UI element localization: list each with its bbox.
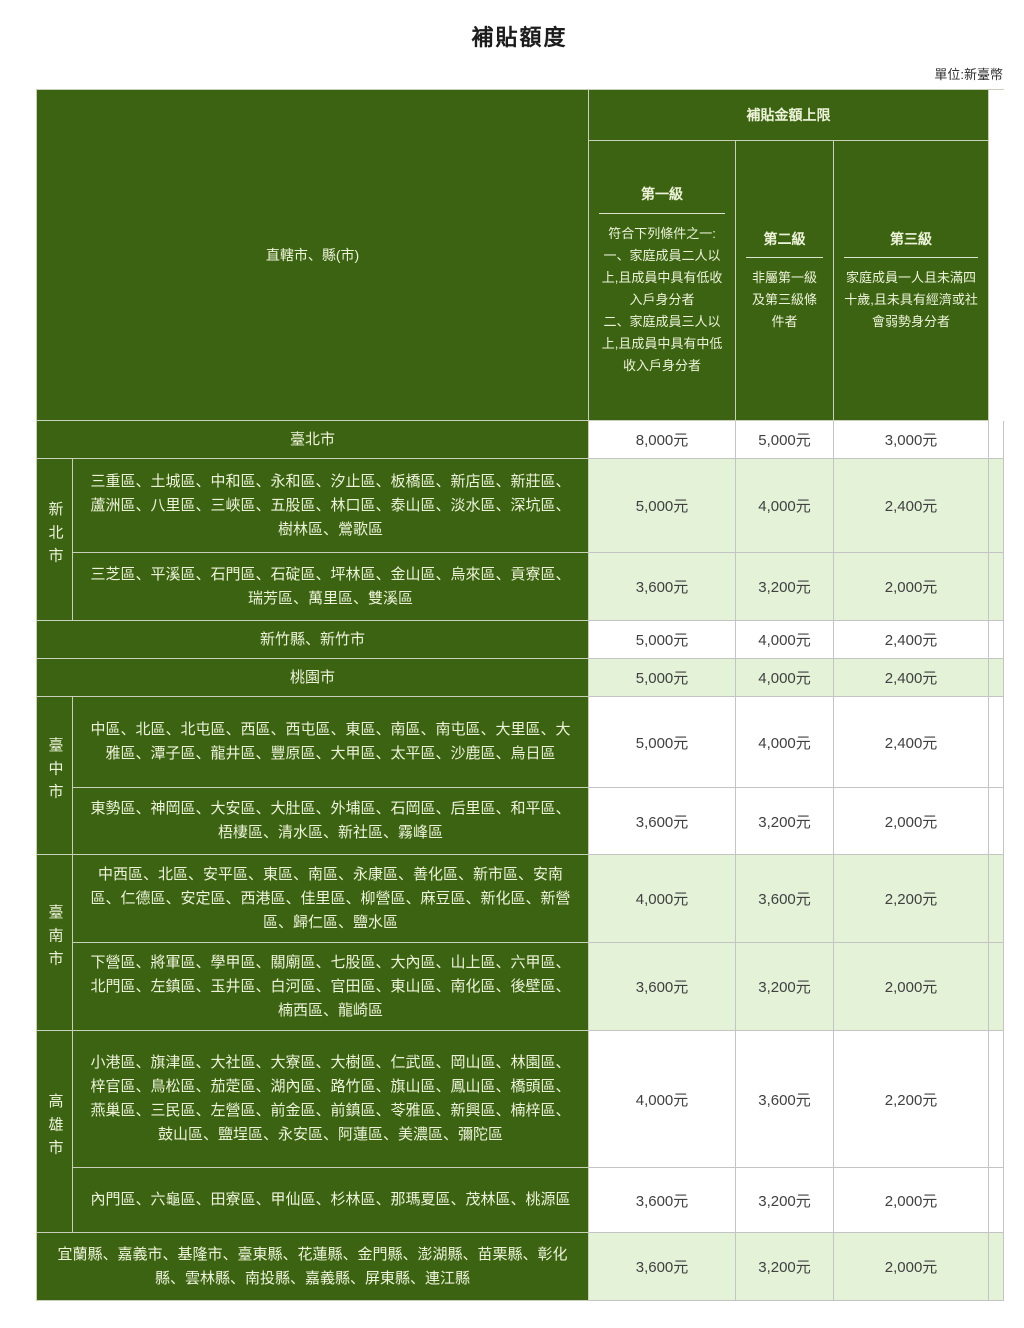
row-districts: 內門區、六龜區、田寮區、甲仙區、杉林區、那瑪夏區、茂林區、桃源區	[73, 1168, 590, 1233]
spacer-cell	[989, 553, 1005, 621]
row-value-level3: 3,000元	[834, 421, 990, 459]
table-row-taoyuan: 桃園市 5,000元 4,000元 2,400元	[37, 659, 1005, 697]
level-3-description: 家庭成員一人且未滿四十歲,且未具有經濟或社會弱勢身分者	[844, 270, 978, 330]
row-value-level2: 3,200元	[736, 788, 835, 855]
row-region: 桃園市	[37, 659, 590, 697]
row-value-level2: 4,000元	[736, 459, 835, 553]
amount-cap-header-cell: 補貼金額上限	[589, 90, 990, 141]
row-value-level2: 5,000元	[736, 421, 835, 459]
spacer-cell	[989, 1168, 1005, 1233]
level-2-header-cell: 第二級 非屬第一級及第三級條件者	[736, 141, 835, 421]
row-value-level2: 3,600元	[736, 1031, 835, 1168]
table-row-tainan-2: 下營區、將軍區、學甲區、關廟區、七股區、大內區、山上區、六甲區、北門區、左鎮區、…	[37, 943, 1005, 1031]
row-value-level1: 3,600元	[589, 943, 737, 1031]
city-vertical-label: 臺南市	[37, 855, 73, 1031]
level-1-title: 第一級	[599, 183, 726, 214]
row-value-level1: 4,000元	[589, 1031, 737, 1168]
row-value-level2: 3,200元	[736, 1233, 835, 1301]
level-3-header-cell: 第三級 家庭成員一人且未滿四十歲,且未具有經濟或社會弱勢身分者	[834, 141, 990, 421]
row-value-level1: 3,600元	[589, 553, 737, 621]
table-row-other-counties: 宜蘭縣、嘉義市、基隆市、臺東縣、花蓮縣、金門縣、澎湖縣、苗栗縣、彰化縣、雲林縣、…	[37, 1233, 1005, 1301]
level-1-header-cell: 第一級 符合下列條件之一: 一、家庭成員二人以上,且成員中具有低收入戶身分者 二…	[589, 141, 737, 421]
table-row-hsinchu: 新竹縣、新竹市 5,000元 4,000元 2,400元	[37, 621, 1005, 659]
row-districts: 中西區、北區、安平區、東區、南區、永康區、善化區、新市區、安南區、仁德區、安定區…	[73, 855, 590, 943]
page-title: 補貼額度	[471, 25, 568, 50]
row-value-level1: 5,000元	[589, 697, 737, 788]
row-region: 臺北市	[37, 421, 590, 459]
row-region: 新竹縣、新竹市	[37, 621, 590, 659]
city-vertical-label: 新北市	[37, 459, 73, 621]
level-1-description: 符合下列條件之一: 一、家庭成員二人以上,且成員中具有低收入戶身分者 二、家庭成…	[601, 225, 723, 374]
row-value-level1: 8,000元	[589, 421, 737, 459]
row-value-level1: 4,000元	[589, 855, 737, 943]
table-row-newtaipei-2: 三芝區、平溪區、石門區、石碇區、坪林區、金山區、烏來區、貢寮區、瑞芳區、萬里區、…	[37, 553, 1005, 621]
row-value-level3: 2,000元	[834, 553, 990, 621]
spacer-cell	[989, 659, 1005, 697]
row-districts: 中區、北區、北屯區、西區、西屯區、東區、南區、南屯區、大里區、大雅區、潭子區、龍…	[73, 697, 590, 788]
row-value-level1: 5,000元	[589, 659, 737, 697]
row-value-level2: 3,200元	[736, 1168, 835, 1233]
table-row-taichung-2: 東勢區、神岡區、大安區、大肚區、外埔區、石岡區、后里區、和平區、梧棲區、清水區、…	[37, 788, 1005, 855]
row-value-level1: 5,000元	[589, 621, 737, 659]
city-vertical-label-text: 新北市	[46, 500, 64, 571]
table-row-kaohsiung-1: 高雄市 小港區、旗津區、大社區、大寮區、大樹區、仁武區、岡山區、林園區、梓官區、…	[37, 1031, 1005, 1233]
row-value-level2: 3,200元	[736, 553, 835, 621]
city-vertical-label-text: 臺中市	[46, 736, 64, 807]
row-value-level3: 2,000元	[834, 788, 990, 855]
level-2-description: 非屬第一級及第三級條件者	[752, 270, 818, 330]
row-value-level3: 2,400元	[834, 659, 990, 697]
spacer-cell	[989, 788, 1005, 855]
row-value-level1: 5,000元	[589, 459, 737, 553]
table-row-newtaipei-1: 新北市 三重區、土城區、中和區、永和區、汐止區、板橋區、新店區、新莊區、蘆洲區、…	[37, 459, 1005, 621]
row-value-level3: 2,200元	[834, 855, 990, 943]
row-value-level3: 2,200元	[834, 1031, 990, 1168]
city-vertical-label: 高雄市	[37, 1031, 73, 1233]
level-3-title: 第三級	[844, 228, 979, 259]
row-value-level1: 3,600元	[589, 1168, 737, 1233]
row-value-level3: 2,400元	[834, 621, 990, 659]
city-vertical-label-text: 臺南市	[46, 903, 64, 974]
spacer-cell	[989, 459, 1005, 553]
row-districts: 三芝區、平溪區、石門區、石碇區、坪林區、金山區、烏來區、貢寮區、瑞芳區、萬里區、…	[73, 553, 590, 621]
row-value-level3: 2,000元	[834, 1168, 990, 1233]
spacer-cell	[989, 943, 1005, 1031]
page: 補貼額度 單位:新臺幣 直轄市、縣(市) 補貼金額上限 第一級 符合下列條件之一…	[36, 20, 1005, 1301]
city-vertical-label-text: 高雄市	[46, 1092, 64, 1163]
subsidy-table: 直轄市、縣(市) 補貼金額上限 第一級 符合下列條件之一: 一、家庭成員二人以上…	[36, 89, 1005, 1301]
table-header-row-1: 直轄市、縣(市) 補貼金額上限	[37, 90, 1004, 421]
row-value-level2: 4,000元	[736, 621, 835, 659]
spacer-cell	[989, 697, 1005, 788]
row-value-level3: 2,000元	[834, 1233, 990, 1301]
row-districts: 下營區、將軍區、學甲區、關廟區、七股區、大內區、山上區、六甲區、北門區、左鎮區、…	[73, 943, 590, 1031]
row-value-level3: 2,000元	[834, 943, 990, 1031]
row-value-level2: 3,200元	[736, 943, 835, 1031]
row-value-level2: 4,000元	[736, 697, 835, 788]
region-header-cell: 直轄市、縣(市)	[37, 90, 590, 421]
row-value-level2: 3,600元	[736, 855, 835, 943]
row-districts: 小港區、旗津區、大社區、大寮區、大樹區、仁武區、岡山區、林園區、梓官區、鳥松區、…	[73, 1031, 590, 1168]
row-districts: 東勢區、神岡區、大安區、大肚區、外埔區、石岡區、后里區、和平區、梧棲區、清水區、…	[73, 788, 590, 855]
spacer-cell	[989, 1233, 1005, 1301]
unit-note: 單位:新臺幣	[934, 67, 1003, 82]
row-value-level1: 3,600元	[589, 788, 737, 855]
row-value-level1: 3,600元	[589, 1233, 737, 1301]
spacer-cell	[989, 621, 1005, 659]
spacer-cell	[989, 90, 1004, 421]
table-header-row-2: 第一級 符合下列條件之一: 一、家庭成員二人以上,且成員中具有低收入戶身分者 二…	[37, 141, 1004, 421]
row-value-level2: 4,000元	[736, 659, 835, 697]
spacer-cell	[989, 855, 1005, 943]
city-vertical-label: 臺中市	[37, 697, 73, 855]
table-row-kaohsiung-2: 內門區、六龜區、田寮區、甲仙區、杉林區、那瑪夏區、茂林區、桃源區 3,600元 …	[37, 1168, 1005, 1233]
table-row-tainan-1: 臺南市 中西區、北區、安平區、東區、南區、永康區、善化區、新市區、安南區、仁德區…	[37, 855, 1005, 1031]
level-2-title: 第二級	[746, 228, 824, 259]
spacer-cell	[989, 1031, 1005, 1168]
table-row-taichung-1: 臺中市 中區、北區、北屯區、西區、西屯區、東區、南區、南屯區、大里區、大雅區、潭…	[37, 697, 1005, 855]
row-value-level3: 2,400元	[834, 697, 990, 788]
row-region: 宜蘭縣、嘉義市、基隆市、臺東縣、花蓮縣、金門縣、澎湖縣、苗栗縣、彰化縣、雲林縣、…	[37, 1233, 590, 1301]
row-value-level3: 2,400元	[834, 459, 990, 553]
table-row-taipei: 臺北市 8,000元 5,000元 3,000元	[37, 421, 1005, 459]
row-districts: 三重區、土城區、中和區、永和區、汐止區、板橋區、新店區、新莊區、蘆洲區、八里區、…	[73, 459, 590, 553]
spacer-cell	[989, 421, 1005, 459]
